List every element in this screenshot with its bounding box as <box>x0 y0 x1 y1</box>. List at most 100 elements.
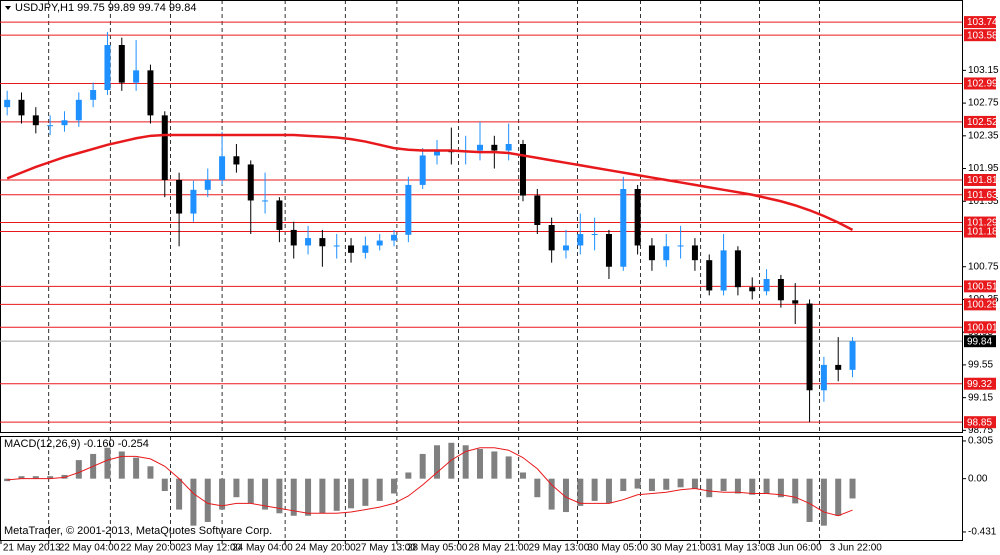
candle-body <box>835 364 842 370</box>
y-tick-label: -0.431 <box>968 527 997 538</box>
x-tick-label: 3 Jun 06:00 <box>769 543 822 554</box>
level-label: 100.29 <box>967 300 998 311</box>
candle-body <box>820 364 827 391</box>
macd-bar <box>305 478 312 516</box>
macd-bar <box>32 476 39 479</box>
y-tick-label: 98.75 <box>968 425 993 436</box>
macd-bar <box>434 445 441 479</box>
candle-body <box>605 234 612 267</box>
level-label: 100.51 <box>967 282 998 293</box>
x-tick-label: 27 May 13:00 <box>355 543 416 554</box>
candle-body <box>247 164 254 201</box>
macd-bar <box>419 453 426 479</box>
level-label: 99.32 <box>967 379 992 390</box>
candle-body <box>677 245 684 247</box>
x-tick-label: 21 May 2013 <box>3 543 61 554</box>
level-label: 101.63 <box>967 190 998 201</box>
macd-bar <box>777 478 784 498</box>
macd-bar <box>133 457 140 479</box>
macd-bar <box>792 478 799 504</box>
macd-bar <box>648 478 655 492</box>
candle-body <box>90 90 97 100</box>
candle-body <box>734 250 741 288</box>
candle-body <box>32 115 39 126</box>
macd-bar <box>462 445 469 479</box>
candle-body <box>4 99 11 108</box>
x-tick-label: 28 May 21:00 <box>469 543 530 554</box>
macd-bar <box>104 447 111 479</box>
macd-bar <box>204 478 211 522</box>
y-tick-label: 0.00 <box>968 473 988 484</box>
candle-body <box>348 245 355 253</box>
candle-body <box>18 99 25 116</box>
macd-bar <box>749 478 756 495</box>
candle-body <box>176 180 183 214</box>
macd-bar <box>591 478 598 501</box>
macd-bar <box>706 478 713 498</box>
candle-body <box>706 260 713 291</box>
candle-body <box>233 156 240 165</box>
macd-bar <box>491 451 498 479</box>
menu-arrow[interactable] <box>5 6 11 10</box>
level-label: 101.18 <box>967 227 998 238</box>
macd-bar <box>548 478 555 510</box>
macd-bar <box>362 478 369 506</box>
macd-bar <box>763 478 770 494</box>
level-label: 100.01 <box>967 322 998 333</box>
panel-frame <box>0 436 963 541</box>
level-label-box <box>964 225 996 238</box>
level-label: 102.52 <box>967 117 998 128</box>
candle-body <box>419 155 426 185</box>
candle-body <box>262 200 269 202</box>
macd-bar <box>562 478 569 513</box>
y-tick-label: 101.95 <box>968 163 999 174</box>
candle-body <box>190 189 197 214</box>
candle-body <box>534 195 541 225</box>
y-tick-label: 101.55 <box>968 196 999 207</box>
chart-title: USDJPY,H1 99.75 99.89 99.74 99.84 <box>15 2 196 14</box>
candle-body <box>491 144 498 151</box>
y-tick-label: 103.15 <box>968 65 999 76</box>
candle-body <box>634 189 641 246</box>
level-label: 102.99 <box>967 79 998 90</box>
candle-body <box>391 234 398 241</box>
candle-body <box>219 156 226 180</box>
level-label-box <box>964 174 996 186</box>
candle-body <box>434 150 441 156</box>
candle-body <box>362 245 369 253</box>
macd-bar <box>605 478 612 504</box>
candle-body <box>691 245 698 261</box>
level-label-box <box>964 29 996 42</box>
x-tick-label: 24 May 04:00 <box>232 543 293 554</box>
x-tick-label: 30 May 05:00 <box>587 543 648 554</box>
macd-bar <box>691 478 698 489</box>
macd-bar <box>519 472 526 479</box>
x-tick-label: 29 May 13:00 <box>529 543 590 554</box>
level-label: 103.58 <box>967 30 998 41</box>
candle-body <box>61 120 68 126</box>
macd-bar <box>663 478 670 490</box>
level-label-box <box>964 188 996 201</box>
candle-body <box>562 245 569 251</box>
macd-title: MACD(12,26,9) -0.160 -0.254 <box>4 438 149 450</box>
macd-bar <box>18 476 25 479</box>
candle-body <box>147 70 154 116</box>
macd-bar <box>620 478 627 492</box>
candle-body <box>763 279 770 292</box>
candle-body <box>276 200 283 230</box>
level-label-box <box>964 321 996 334</box>
macd-bar <box>161 478 168 492</box>
macd-bar <box>276 478 283 514</box>
level-label-box <box>964 416 996 429</box>
macd-bar <box>75 460 82 479</box>
candle-body <box>405 184 412 235</box>
x-tick-label: 24 May 20:00 <box>295 543 356 554</box>
level-label: 101.29 <box>967 218 998 229</box>
current-price-label: 99.84 <box>967 336 992 347</box>
candle-body <box>806 303 813 391</box>
y-tick-label: 99.15 <box>968 392 993 403</box>
candle-body <box>75 99 82 121</box>
candle-body <box>792 300 799 304</box>
